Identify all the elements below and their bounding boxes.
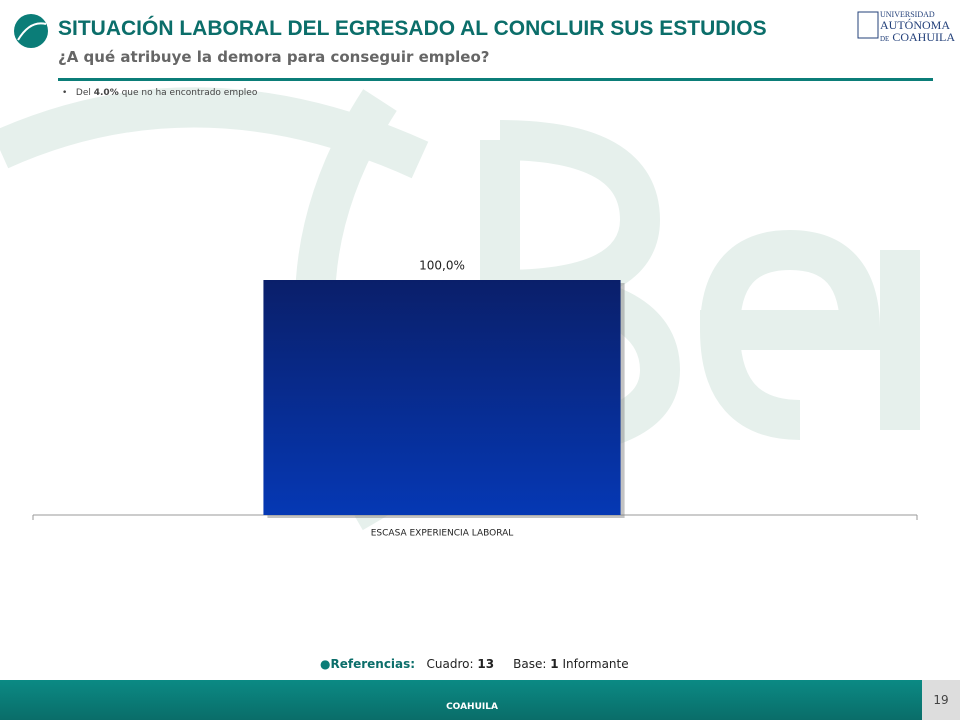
value-label: 100,0% — [419, 259, 465, 273]
logo-swoosh — [17, 22, 47, 41]
note-highlight: 4.0% — [93, 88, 119, 98]
ref-base-unit: Informante — [562, 657, 629, 671]
subtitle: ¿A qué atribuye la demora para conseguir… — [58, 48, 490, 66]
ref-table-number: 13 — [477, 657, 495, 671]
title: SITUACIÓN LABORAL DEL EGRESADO AL CONCLU… — [58, 17, 767, 40]
note: • Del 4.0% que no ha encontrado empleo — [62, 88, 258, 98]
page-number: 19 — [922, 680, 960, 720]
footer — [0, 680, 960, 720]
logo-line: DE COAHUILA — [880, 31, 955, 43]
footer-text: COAHUILA — [446, 702, 498, 712]
x-tick-label: ESCASA EXPERIENCIA LABORAL — [371, 529, 514, 539]
logo-de: DE — [880, 35, 890, 43]
ref-label: Referencias: — [330, 657, 416, 671]
logo-line: AUTÓNOMA — [880, 18, 950, 32]
logo-shield — [857, 11, 879, 39]
rule — [58, 78, 933, 81]
note-prefix: Del — [75, 88, 91, 98]
logo-line: UNIVERSIDAD — [880, 10, 935, 19]
logo: UNIVERSIDAD AUTÓNOMA DE COAHUILA — [880, 10, 955, 44]
ref-base-value: 1 — [550, 657, 559, 671]
ref-base-label: Base: — [513, 657, 547, 671]
ref-table-label: Cuadro: — [426, 657, 474, 671]
bar — [263, 280, 621, 515]
logo-coahuila: COAHUILA — [892, 30, 956, 44]
ref-icon: ● — [320, 657, 331, 671]
references: ●Referencias: Cuadro: 13 Base: 1 Informa… — [320, 657, 629, 671]
note-suffix: que no ha encontrado empleo — [121, 88, 258, 98]
